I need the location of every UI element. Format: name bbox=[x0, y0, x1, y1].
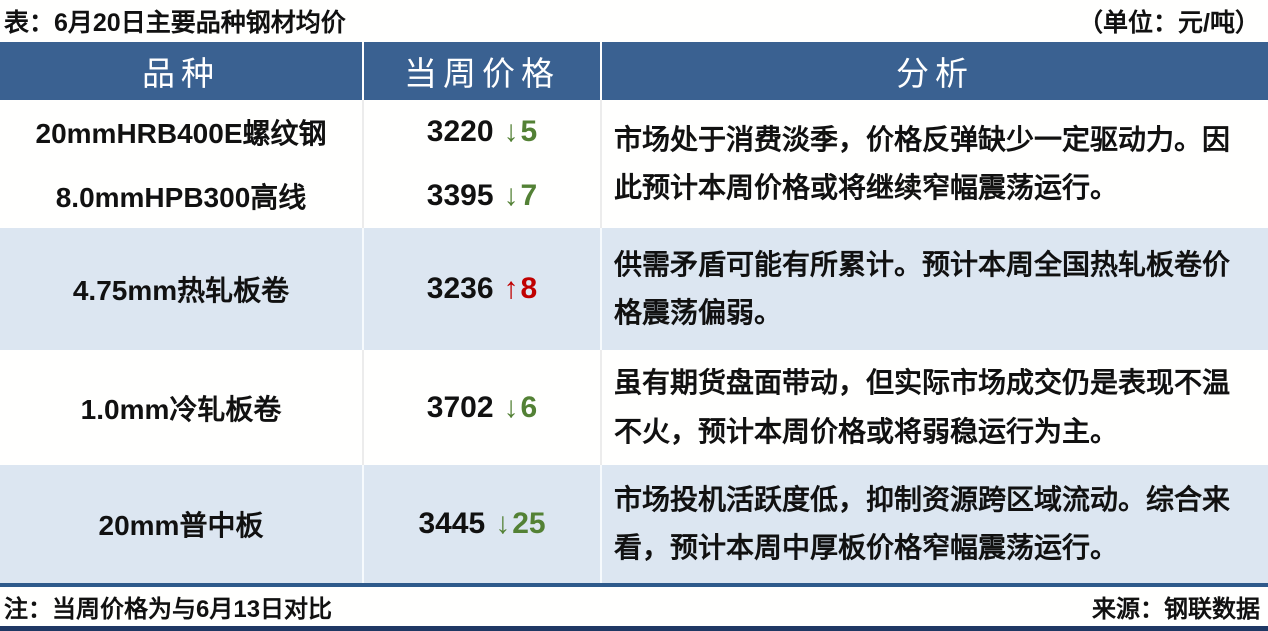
product-name: 8.0mmHPB300高线 bbox=[0, 164, 362, 228]
price-cell: 3445 ↓25 bbox=[362, 465, 600, 583]
price-cell: 3395 ↓7 bbox=[362, 164, 600, 228]
price-cell: 3702 ↓6 bbox=[362, 350, 600, 465]
price-change: ↑8 bbox=[504, 272, 538, 306]
product-name: 20mm普中板 bbox=[0, 465, 362, 583]
price-change: ↓5 bbox=[504, 115, 538, 149]
page-title: 表：6月20日主要品种钢材均价 bbox=[4, 9, 346, 37]
analysis-text: 市场处于消费淡季，价格反弹缺少一定驱动力。因此预计本周价格或将继续窄幅震荡运行。 bbox=[600, 100, 1268, 228]
price-delta: 8 bbox=[520, 272, 538, 305]
source-label: 来源：钢联数据 bbox=[1092, 596, 1260, 623]
price-delta: 5 bbox=[520, 115, 538, 148]
price-change: ↓25 bbox=[495, 507, 545, 541]
price-cell: 3220 ↓5 bbox=[362, 100, 600, 164]
table-header-row: 品种 当周价格 分析 bbox=[0, 42, 1268, 100]
product-name: 1.0mm冷轧板卷 bbox=[0, 350, 362, 465]
caption-row: 表：6月20日主要品种钢材均价 （单位：元/吨） bbox=[0, 0, 1268, 42]
price-change: ↓6 bbox=[504, 391, 538, 425]
price-delta: 6 bbox=[520, 390, 538, 424]
price-delta: 7 bbox=[520, 179, 538, 212]
price-value: 3702 bbox=[426, 390, 494, 424]
price-delta: 25 bbox=[512, 507, 546, 540]
product-name: 20mmHRB400E螺纹钢 bbox=[0, 100, 362, 164]
up-arrow-icon: ↑ bbox=[503, 272, 519, 305]
footer-row: 注：当周价格为与6月13日对比 来源：钢联数据 bbox=[0, 587, 1268, 626]
down-arrow-icon: ↓ bbox=[495, 507, 511, 540]
price-value: 3220 bbox=[426, 115, 494, 148]
unit-label: （单位：元/吨） bbox=[1078, 9, 1260, 37]
product-name: 4.75mm热轧板卷 bbox=[0, 228, 362, 350]
down-arrow-icon: ↓ bbox=[503, 115, 519, 148]
price-value: 3395 bbox=[426, 179, 494, 212]
price-cell: 3236 ↑8 bbox=[362, 228, 600, 350]
analysis-text: 供需矛盾可能有所累计。预计本周全国热轧板卷价格震荡偏弱。 bbox=[600, 228, 1268, 350]
down-arrow-icon: ↓ bbox=[503, 179, 519, 212]
col-header-variety: 品种 bbox=[142, 57, 220, 93]
col-header-price: 当周价格 bbox=[362, 42, 600, 100]
bottom-bar bbox=[0, 626, 1268, 631]
footer-note: 注：当周价格为与6月13日对比 bbox=[4, 596, 333, 623]
analysis-text: 市场投机活跃度低，抑制资源跨区域流动。综合来看，预计本周中厚板价格窄幅震荡运行。 bbox=[600, 465, 1268, 583]
table-body: 20mmHRB400E螺纹钢 3220 ↓5 市场处于消费淡季，价格反弹缺少一定驱… bbox=[0, 100, 1268, 587]
col-header-analysis: 分析 bbox=[600, 42, 1268, 100]
price-value: 3236 bbox=[426, 272, 494, 305]
price-change: ↓7 bbox=[504, 179, 538, 213]
down-arrow-icon: ↓ bbox=[503, 390, 519, 424]
price-value: 3445 bbox=[418, 507, 486, 540]
analysis-text: 虽有期货盘面带动，但实际市场成交仍是表现不温不火，预计本周价格或将弱稳运行为主。 bbox=[600, 350, 1268, 465]
